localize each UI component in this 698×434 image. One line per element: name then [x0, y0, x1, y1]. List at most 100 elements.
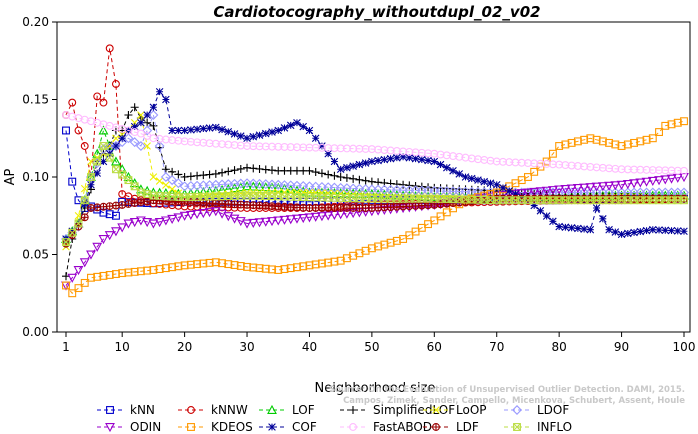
data-point: [204, 208, 215, 218]
data-point: [667, 196, 676, 205]
data-point: [160, 172, 171, 182]
data-point: [224, 192, 233, 201]
data-point: [168, 167, 177, 176]
data-point: [230, 191, 239, 200]
data-point: [168, 192, 177, 201]
data-point: [374, 194, 383, 203]
data-point: [267, 179, 277, 190]
data-point: [399, 180, 408, 189]
x-tick-label: 70: [489, 340, 504, 354]
legend-item-simplifiedlof: SimplifiedLOF: [340, 403, 455, 417]
data-point: [330, 157, 339, 166]
data-point: [373, 184, 384, 195]
data-point: [129, 137, 140, 148]
data-point: [310, 212, 321, 222]
data-point: [193, 171, 202, 180]
data-point: [647, 176, 658, 187]
data-point: [629, 179, 639, 189]
data-point: [636, 137, 645, 146]
data-point: [160, 216, 171, 226]
data-point: [361, 194, 370, 203]
data-point: [118, 134, 126, 143]
data-point: [661, 226, 670, 235]
data-point: [436, 160, 445, 169]
data-point: [243, 163, 252, 172]
data-point: [418, 155, 426, 164]
data-point: [393, 153, 401, 162]
data-point: [85, 172, 96, 182]
data-point: [135, 141, 146, 151]
data-point: [342, 194, 351, 203]
data-point: [455, 170, 464, 178]
series-odin: [61, 173, 689, 291]
data-point: [224, 260, 233, 269]
data-point: [430, 157, 439, 166]
data-point: [516, 189, 527, 199]
chart-title: Cardiotocography_withoutdupl_02_v02: [213, 3, 540, 21]
data-point: [254, 178, 265, 189]
data-point: [411, 194, 420, 203]
data-point: [623, 140, 632, 149]
data-point: [530, 167, 539, 176]
data-point: [617, 196, 626, 205]
data-point: [610, 181, 621, 191]
data-point: [236, 262, 245, 270]
x-tick-label: 40: [302, 340, 317, 354]
data-point: [180, 261, 189, 270]
data-point: [255, 164, 264, 173]
legend-item-cof: COF: [259, 420, 317, 434]
data-point: [567, 138, 576, 147]
data-point: [124, 200, 133, 208]
data-point: [130, 199, 139, 207]
data-point: [92, 158, 103, 169]
data-point: [105, 210, 114, 219]
data-point: [666, 174, 677, 184]
legend-marker: [349, 406, 357, 414]
data-point: [261, 142, 270, 151]
data-point: [254, 218, 265, 228]
data-point: [436, 194, 445, 203]
data-point: [336, 144, 345, 153]
data-point: [80, 196, 89, 205]
data-point: [405, 153, 414, 162]
data-point: [424, 156, 432, 165]
data-point: [535, 187, 546, 197]
series-line-ldof: [65, 113, 684, 240]
data-point: [436, 212, 445, 221]
data-point: [236, 191, 245, 200]
data-point: [205, 124, 214, 132]
data-point: [68, 289, 77, 298]
legend-marker: [106, 406, 114, 414]
data-point: [673, 196, 682, 205]
data-point: [68, 228, 77, 237]
y-tick-label: 0.05: [22, 248, 49, 262]
data-point: [142, 125, 153, 136]
data-point: [399, 153, 407, 161]
data-point: [74, 284, 83, 293]
data-point: [205, 258, 214, 267]
data-point: [642, 226, 651, 235]
data-point: [99, 271, 108, 280]
data-point: [597, 182, 608, 192]
data-point: [424, 194, 433, 203]
legend-marker: [349, 423, 357, 431]
data-point: [386, 194, 395, 203]
data-point: [298, 181, 309, 191]
x-axis: 1 10 20 30 40 50 60 70 80 90 100: [62, 332, 695, 354]
legend-label: ODIN: [130, 420, 161, 434]
data-point: [305, 193, 314, 202]
data-point: [586, 225, 595, 234]
data-point: [642, 135, 651, 144]
data-point: [74, 219, 83, 228]
data-point: [148, 219, 159, 229]
data-point: [305, 126, 314, 135]
data-point: [498, 191, 508, 201]
data-point: [255, 264, 264, 273]
data-point: [130, 182, 139, 191]
data-point: [599, 215, 607, 223]
data-point: [548, 196, 557, 205]
data-point: [386, 238, 395, 247]
data-point: [385, 184, 396, 195]
data-point: [474, 195, 482, 204]
